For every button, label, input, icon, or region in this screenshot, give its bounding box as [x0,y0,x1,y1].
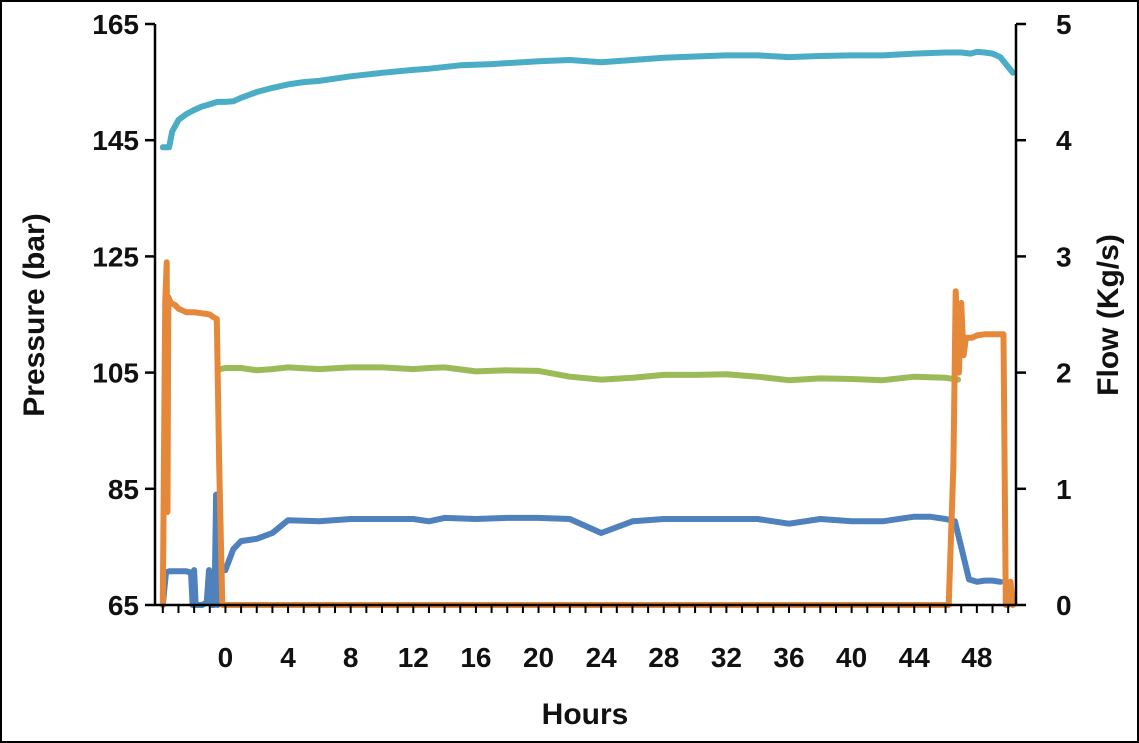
x-tick-label: 28 [648,642,679,673]
y-tick-label-left: 125 [92,241,139,272]
y-tick-label-right: 3 [1056,241,1072,272]
x-tick-label: 8 [343,642,359,673]
x-tick-label: 20 [523,642,554,673]
x-tick-label: 40 [836,642,867,673]
y-tick-label-left: 85 [108,474,139,505]
x-tick-label: 24 [586,642,618,673]
x-tick-label: 48 [961,642,992,673]
series-line-2 [159,491,1004,608]
series-line-1 [214,364,962,384]
y-tick-label-left: 105 [92,358,139,389]
y-tick-label-right: 0 [1056,590,1072,621]
y-axis-title-left: Pressure (bar) [18,213,51,416]
series-line-3 [159,259,1016,608]
x-tick-label: 44 [899,642,931,673]
x-tick-label: 0 [218,642,234,673]
y-axis-title-right: Flow (Kg/s) [1092,234,1125,396]
y-tick-label-left: 65 [108,590,139,621]
x-tick-label: 32 [711,642,742,673]
y-tick-label-left: 165 [92,9,139,40]
x-tick-label: 4 [280,642,296,673]
x-tick-label: 36 [773,642,804,673]
y-tick-label-right: 2 [1056,358,1072,389]
y-tick-label-right: 4 [1056,125,1072,156]
x-tick-label: 16 [460,642,491,673]
y-tick-label-left: 145 [92,125,139,156]
x-axis-title: Hours [542,698,629,731]
y-tick-label-right: 5 [1056,9,1072,40]
series-layer [159,48,1016,608]
x-tick-label: 12 [398,642,429,673]
series-line-0 [159,48,1016,151]
y-tick-label-right: 1 [1056,474,1072,505]
